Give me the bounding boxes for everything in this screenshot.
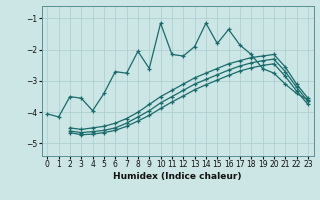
X-axis label: Humidex (Indice chaleur): Humidex (Indice chaleur) [113,172,242,181]
